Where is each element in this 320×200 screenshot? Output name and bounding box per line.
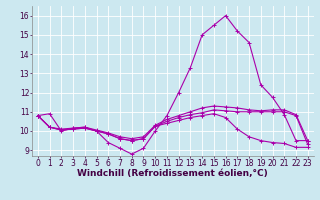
X-axis label: Windchill (Refroidissement éolien,°C): Windchill (Refroidissement éolien,°C) — [77, 169, 268, 178]
